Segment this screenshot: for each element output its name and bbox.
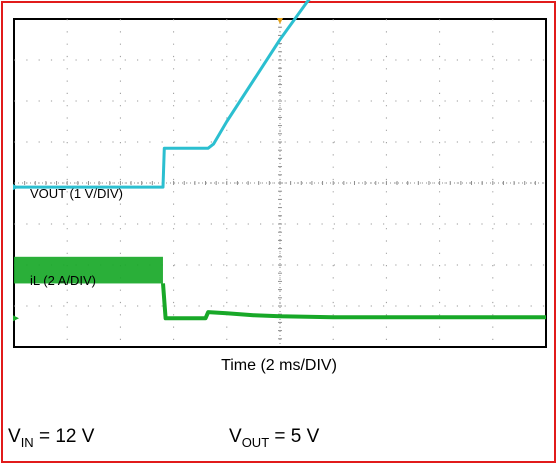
markers [13,18,283,322]
trace-il [161,283,546,321]
series-label-vout: VOUT (1 V/DIV) [30,186,123,201]
vin-symbol: V [8,426,21,447]
grid [14,19,546,347]
x-axis-label: Time (2 ms/DIV) [221,357,337,374]
ground-marker-il [13,315,19,322]
vout-subscript: OUT [241,435,270,450]
trace-il-band [14,256,163,284]
trace-vout [14,0,311,189]
vout-symbol: V [229,426,242,447]
trigger-marker [277,18,283,24]
ground-marker-vout [13,184,19,191]
vout-condition: VOUT = 5 V [229,426,320,450]
traces [14,0,546,321]
vout-value: = 5 V [269,426,320,447]
vin-condition: VIN = 12 V [8,426,95,450]
series-label-il: iL (2 A/DIV) [30,273,96,288]
vin-subscript: IN [20,435,34,450]
vin-value: = 12 V [33,426,95,447]
